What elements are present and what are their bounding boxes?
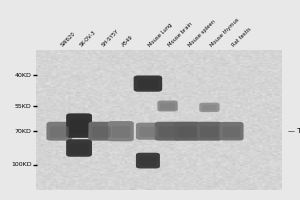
FancyBboxPatch shape [134, 75, 162, 92]
FancyBboxPatch shape [155, 122, 181, 141]
FancyBboxPatch shape [158, 126, 177, 138]
FancyBboxPatch shape [199, 103, 220, 112]
FancyBboxPatch shape [160, 103, 175, 110]
FancyBboxPatch shape [158, 101, 178, 111]
FancyBboxPatch shape [92, 126, 110, 138]
FancyBboxPatch shape [196, 122, 222, 141]
FancyBboxPatch shape [138, 79, 158, 89]
FancyBboxPatch shape [223, 126, 240, 137]
Text: SH-SY5Y: SH-SY5Y [101, 29, 121, 48]
Text: Rat testis: Rat testis [232, 27, 253, 48]
Text: SK-OV-3: SK-OV-3 [79, 30, 97, 48]
Text: Mouse brain: Mouse brain [168, 22, 194, 48]
Text: 70KD: 70KD [15, 129, 32, 134]
FancyBboxPatch shape [50, 126, 69, 138]
FancyBboxPatch shape [112, 126, 130, 138]
Text: — TCF12: — TCF12 [288, 128, 300, 134]
FancyBboxPatch shape [178, 126, 197, 138]
Text: Mouse thymus: Mouse thymus [209, 17, 240, 48]
FancyBboxPatch shape [88, 122, 114, 141]
FancyBboxPatch shape [220, 122, 244, 140]
FancyBboxPatch shape [139, 156, 157, 166]
Text: 40KD: 40KD [15, 73, 32, 78]
FancyBboxPatch shape [139, 127, 157, 137]
FancyBboxPatch shape [46, 122, 72, 141]
FancyBboxPatch shape [70, 119, 88, 134]
FancyBboxPatch shape [66, 139, 92, 157]
FancyBboxPatch shape [202, 105, 217, 110]
Text: A549: A549 [121, 35, 134, 48]
Text: Mouse Lung: Mouse Lung [148, 22, 174, 48]
FancyBboxPatch shape [200, 126, 219, 138]
FancyBboxPatch shape [66, 113, 92, 138]
FancyBboxPatch shape [136, 123, 160, 140]
FancyBboxPatch shape [108, 121, 134, 141]
Text: SW620: SW620 [59, 31, 76, 48]
FancyBboxPatch shape [174, 122, 201, 141]
FancyBboxPatch shape [70, 143, 88, 154]
FancyBboxPatch shape [136, 153, 160, 168]
Text: 100KD: 100KD [11, 162, 32, 167]
Text: 55KD: 55KD [15, 104, 32, 108]
Text: Mouse spleen: Mouse spleen [187, 19, 216, 48]
